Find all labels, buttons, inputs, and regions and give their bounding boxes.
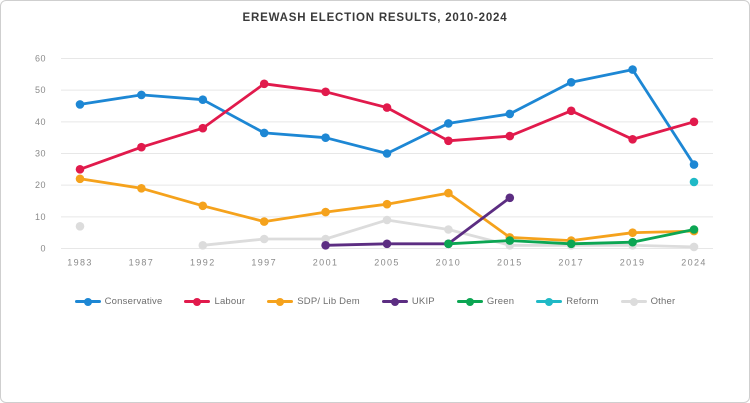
data-point-labour-1987 bbox=[137, 142, 146, 152]
data-point-conservative-1987 bbox=[137, 90, 146, 100]
data-point-sdp-lib-dem-1983 bbox=[75, 174, 85, 184]
data-point-sdp-lib-dem-2001 bbox=[321, 207, 330, 217]
data-point-other-1992 bbox=[198, 241, 208, 250]
data-point-reform-2024 bbox=[689, 177, 699, 187]
data-point-sdp-lib-dem-1997 bbox=[259, 217, 269, 226]
y-tick-label-30: 30 bbox=[35, 149, 46, 159]
legend-line-dot-icon bbox=[184, 297, 211, 306]
legend-line-dot-icon bbox=[620, 297, 647, 306]
legend-label-reform: Reform bbox=[566, 296, 599, 307]
legend-item-sdp-lib-dem: SDP/ Lib Dem bbox=[267, 296, 360, 307]
data-point-other-2005 bbox=[382, 215, 392, 225]
legend-line-dot-icon bbox=[536, 297, 563, 306]
data-point-conservative-2024 bbox=[689, 160, 699, 169]
y-tick-label-20: 20 bbox=[35, 180, 46, 190]
legend-item-conservative: Conservative bbox=[74, 296, 163, 307]
data-point-sdp-lib-dem-2010 bbox=[444, 188, 453, 198]
data-point-green-2017 bbox=[566, 239, 576, 249]
legend-label-conservative: Conservative bbox=[104, 296, 163, 307]
data-point-labour-1992 bbox=[198, 123, 208, 133]
data-point-sdp-lib-dem-1987 bbox=[137, 184, 146, 193]
series-line-sdp-lib-dem bbox=[78, 177, 696, 242]
legend-item-other: Other bbox=[620, 296, 676, 307]
x-tick-label-2024: 2024 bbox=[681, 258, 707, 268]
legend-label-green: Green bbox=[486, 296, 515, 307]
data-point-ukip-2015 bbox=[505, 193, 515, 203]
series-line-ukip bbox=[324, 196, 512, 247]
y-tick-label-60: 60 bbox=[35, 54, 46, 64]
data-point-ukip-2005 bbox=[382, 239, 392, 249]
data-point-sdp-lib-dem-2005 bbox=[382, 199, 392, 209]
data-point-conservative-2017 bbox=[566, 78, 576, 87]
data-point-labour-2005 bbox=[382, 103, 392, 112]
data-point-labour-2010 bbox=[444, 136, 453, 146]
data-point-conservative-2001 bbox=[321, 133, 330, 142]
legend-line-dot-icon bbox=[381, 297, 408, 306]
legend-label-ukip: UKIP bbox=[411, 296, 435, 307]
data-point-conservative-1992 bbox=[198, 95, 208, 104]
data-point-green-2010 bbox=[444, 239, 453, 249]
data-point-conservative-2010 bbox=[444, 119, 453, 128]
y-tick-label-10: 10 bbox=[35, 212, 46, 222]
legend-item-reform: Reform bbox=[536, 296, 598, 307]
data-point-other-2010 bbox=[444, 225, 453, 234]
data-point-labour-2001 bbox=[321, 87, 330, 97]
x-tick-label-2005: 2005 bbox=[374, 258, 400, 268]
data-point-sdp-lib-dem-1992 bbox=[198, 201, 208, 211]
x-tick-label-1997: 1997 bbox=[251, 258, 277, 268]
data-point-labour-2019 bbox=[628, 135, 637, 144]
legend-line-dot-icon bbox=[74, 297, 101, 306]
legend-label-sdp-lib-dem: SDP/ Lib Dem bbox=[297, 296, 360, 307]
data-point-conservative-1997 bbox=[259, 128, 269, 138]
x-tick-label-1987: 1987 bbox=[129, 258, 155, 268]
data-point-labour-2015 bbox=[505, 131, 515, 141]
data-point-conservative-1983 bbox=[75, 100, 85, 109]
data-point-labour-1983 bbox=[75, 165, 85, 174]
data-point-other-1983 bbox=[75, 222, 85, 231]
y-tick-label-40: 40 bbox=[35, 117, 46, 127]
line-chart: 0 10 20 30 40 50 60 1983 1987 1992 1997 2001 2005 201… bbox=[35, 54, 713, 268]
chart-legend: Conservative Labour SDP/ Lib Dem UKIP Green R… bbox=[1, 296, 749, 307]
data-point-green-2019 bbox=[628, 237, 637, 247]
legend-line-dot-icon bbox=[267, 297, 294, 306]
legend-item-ukip: UKIP bbox=[381, 296, 435, 307]
legend-label-other: Other bbox=[650, 296, 676, 307]
data-point-conservative-2015 bbox=[505, 109, 515, 119]
y-tick-label-50: 50 bbox=[35, 85, 46, 95]
data-point-sdp-lib-dem-2019 bbox=[628, 228, 637, 237]
data-point-labour-1997 bbox=[259, 79, 269, 89]
legend-item-green: Green bbox=[456, 296, 515, 307]
data-point-other-2024 bbox=[689, 242, 699, 252]
data-point-labour-2024 bbox=[689, 117, 699, 127]
legend-line-dot-icon bbox=[456, 297, 483, 306]
data-point-conservative-2019 bbox=[628, 65, 637, 74]
data-point-conservative-2005 bbox=[382, 149, 392, 158]
x-tick-label-2010: 2010 bbox=[436, 258, 462, 268]
y-tick-label-0: 0 bbox=[40, 244, 46, 254]
chart-title: EREWASH ELECTION RESULTS, 2010-2024 bbox=[242, 12, 508, 24]
legend-item-labour: Labour bbox=[184, 296, 245, 307]
x-tick-label-2015: 2015 bbox=[497, 258, 523, 268]
data-point-green-2015 bbox=[505, 236, 515, 245]
x-tick-label-2017: 2017 bbox=[558, 258, 584, 268]
x-tick-label-1992: 1992 bbox=[190, 258, 216, 268]
x-tick-label-1983: 1983 bbox=[67, 258, 93, 268]
data-point-other-1997 bbox=[259, 234, 269, 244]
data-point-labour-2017 bbox=[566, 106, 576, 116]
x-tick-label-2001: 2001 bbox=[313, 258, 339, 268]
x-tick-label-2019: 2019 bbox=[620, 258, 646, 268]
data-point-other-2001 bbox=[321, 234, 330, 244]
data-point-ukip-2001 bbox=[321, 241, 330, 250]
data-point-green-2024 bbox=[689, 225, 699, 234]
legend-label-labour: Labour bbox=[214, 296, 246, 307]
